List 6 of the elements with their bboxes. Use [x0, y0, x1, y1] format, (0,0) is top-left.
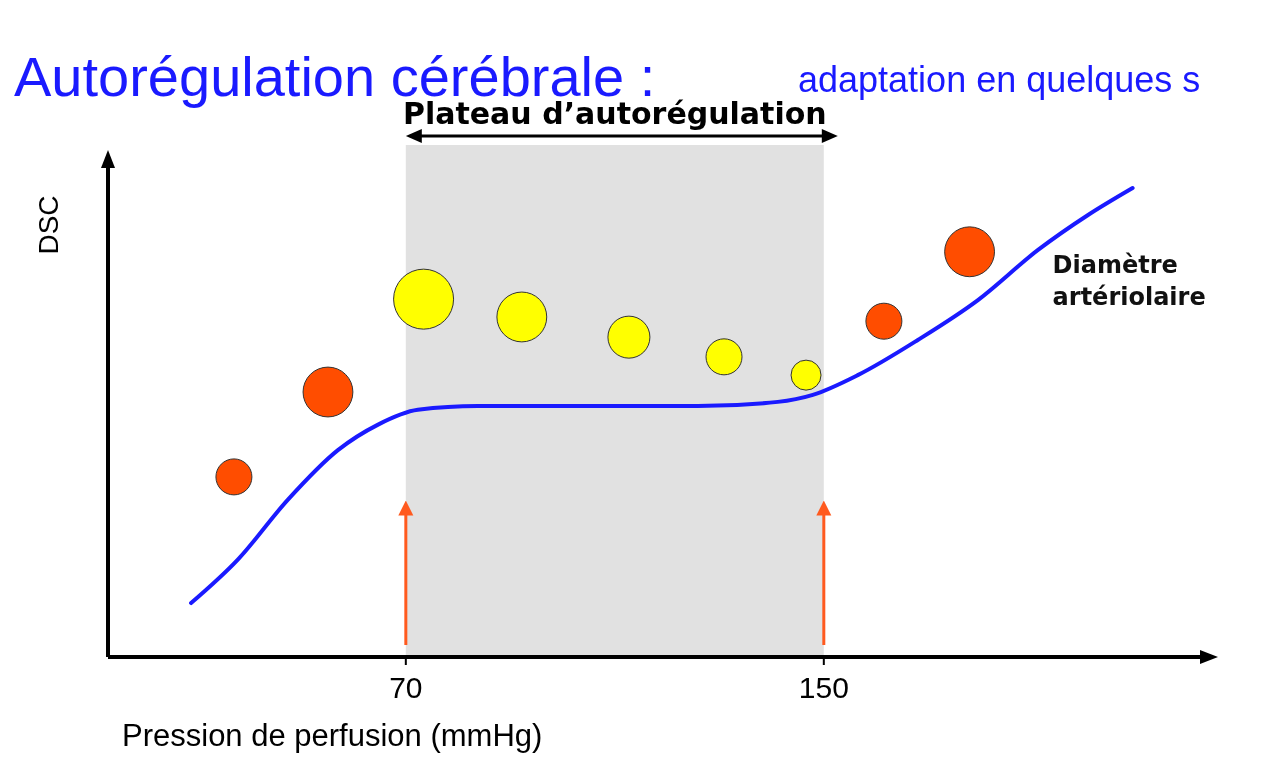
x-tick-label: 70	[389, 671, 423, 704]
chart-subtitle: adaptation en quelques s	[798, 59, 1201, 100]
x-tick-label: 150	[798, 671, 849, 704]
series-label: Diamètre artériolaire	[1052, 251, 1206, 311]
x-axis-title: Pression de perfusion (mmHg)	[122, 718, 543, 753]
y-axis-title: DSC	[33, 195, 64, 255]
